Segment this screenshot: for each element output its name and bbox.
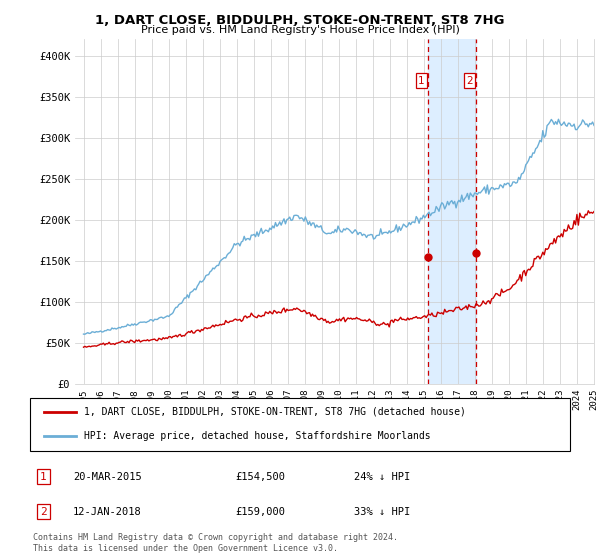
Text: 20-MAR-2015: 20-MAR-2015: [73, 472, 142, 482]
Text: 1: 1: [40, 472, 47, 482]
Text: 12-JAN-2018: 12-JAN-2018: [73, 507, 142, 517]
Text: HPI: Average price, detached house, Staffordshire Moorlands: HPI: Average price, detached house, Staf…: [84, 431, 431, 441]
Bar: [428, 39, 476, 384]
Text: 2: 2: [466, 76, 473, 86]
Text: £159,000: £159,000: [235, 507, 285, 517]
FancyBboxPatch shape: [30, 398, 570, 451]
Text: 1: 1: [418, 76, 425, 86]
Text: £154,500: £154,500: [235, 472, 285, 482]
Text: Price paid vs. HM Land Registry's House Price Index (HPI): Price paid vs. HM Land Registry's House …: [140, 25, 460, 35]
Text: Contains HM Land Registry data © Crown copyright and database right 2024.
This d: Contains HM Land Registry data © Crown c…: [33, 533, 398, 553]
Text: 1, DART CLOSE, BIDDULPH, STOKE-ON-TRENT, ST8 7HG: 1, DART CLOSE, BIDDULPH, STOKE-ON-TRENT,…: [95, 14, 505, 27]
Text: 33% ↓ HPI: 33% ↓ HPI: [354, 507, 410, 517]
Text: 24% ↓ HPI: 24% ↓ HPI: [354, 472, 410, 482]
Text: 2: 2: [40, 507, 47, 517]
Text: 1, DART CLOSE, BIDDULPH, STOKE-ON-TRENT, ST8 7HG (detached house): 1, DART CLOSE, BIDDULPH, STOKE-ON-TRENT,…: [84, 407, 466, 417]
